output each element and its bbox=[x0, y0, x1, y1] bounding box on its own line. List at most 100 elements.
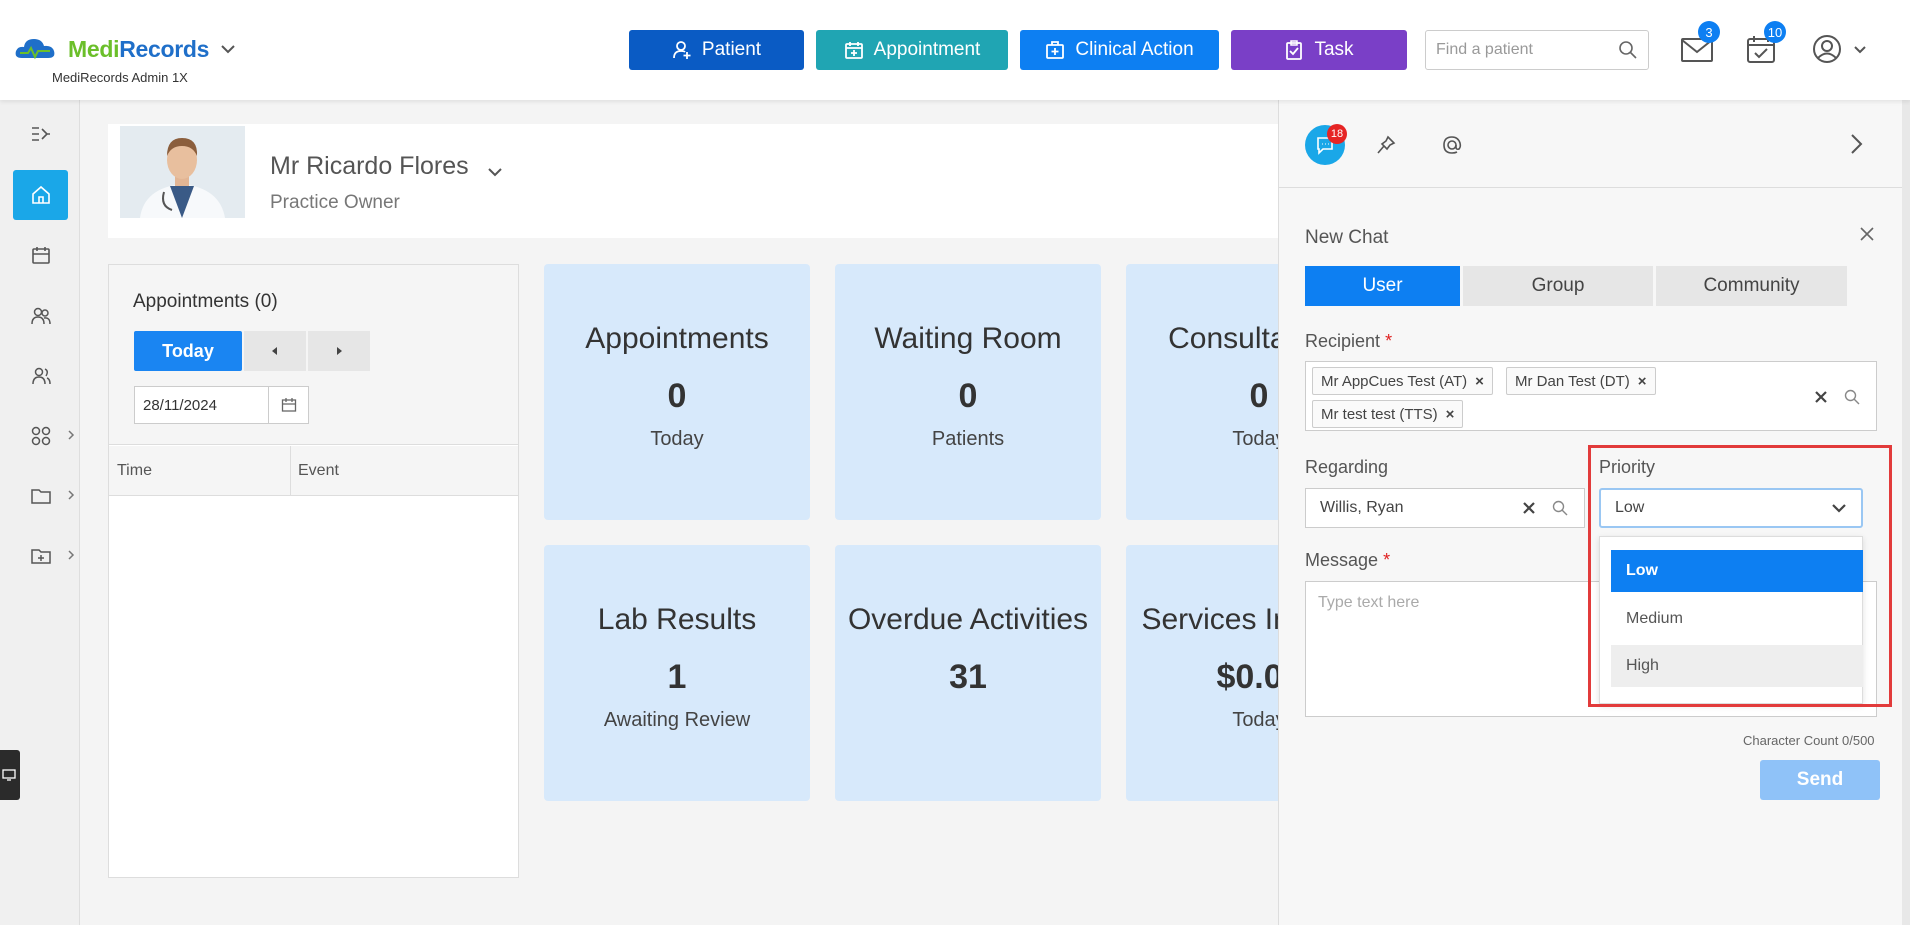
account-menu[interactable] bbox=[1812, 34, 1866, 69]
card-title: Appointments bbox=[585, 322, 769, 355]
home-icon bbox=[31, 185, 50, 204]
logo[interactable]: MediRecords bbox=[14, 34, 235, 64]
monitor-icon bbox=[2, 769, 16, 781]
priority-option-high[interactable]: High bbox=[1611, 645, 1863, 687]
priority-option-low[interactable]: Low bbox=[1611, 550, 1863, 592]
priority-highlight-box bbox=[1588, 445, 1892, 707]
new-chat-title: New Chat bbox=[1305, 227, 1389, 248]
logo-records: Records bbox=[119, 35, 210, 62]
date-picker-button[interactable] bbox=[268, 387, 308, 423]
appointment-button[interactable]: Appointment bbox=[816, 30, 1008, 70]
card-title: Lab Results bbox=[597, 603, 757, 636]
apps-icon bbox=[31, 426, 50, 446]
search-icon[interactable] bbox=[1844, 389, 1860, 405]
avatar bbox=[120, 126, 245, 218]
card-subtitle: Today bbox=[1232, 428, 1286, 450]
tab-community[interactable]: Community bbox=[1656, 266, 1847, 306]
message-label: Message * bbox=[1305, 550, 1390, 571]
next-day-button[interactable] bbox=[308, 331, 370, 371]
mail-button[interactable]: 3 bbox=[1680, 21, 1720, 69]
calendar-icon bbox=[281, 398, 296, 412]
patient-button[interactable]: Patient bbox=[629, 30, 804, 70]
card-appointments[interactable]: Appointments 0 Today bbox=[544, 264, 810, 520]
chevron-down-icon[interactable] bbox=[221, 44, 235, 54]
tasks-button[interactable]: 10 bbox=[1746, 21, 1786, 69]
sidebar-item-users[interactable] bbox=[13, 351, 68, 401]
appointments-table-header: Time Event bbox=[109, 446, 518, 496]
sidebar-item-home[interactable] bbox=[13, 170, 68, 220]
card-title: Waiting Room bbox=[874, 322, 1062, 355]
help-edge-tab[interactable] bbox=[0, 750, 20, 800]
clear-icon[interactable] bbox=[1522, 501, 1536, 515]
recipient-label-text: Recipient bbox=[1305, 331, 1381, 351]
tab-group[interactable]: Group bbox=[1463, 266, 1653, 306]
recipient-field[interactable]: Mr AppCues Test (AT) × Mr Dan Test (DT) × … bbox=[1305, 361, 1877, 431]
app-header: MediRecords MediRecords Admin 1X Patient… bbox=[0, 0, 1910, 100]
chevron-down-icon[interactable] bbox=[488, 167, 502, 177]
profile-name: Mr Ricardo Flores bbox=[270, 152, 469, 180]
appointments-toolbar: Appointments (0) Today 28/11/2024 bbox=[109, 265, 518, 445]
mention-icon[interactable] bbox=[1441, 134, 1463, 156]
send-button[interactable]: Send bbox=[1760, 760, 1880, 800]
remove-chip-icon[interactable]: × bbox=[1475, 372, 1484, 390]
date-value: 28/11/2024 bbox=[143, 396, 217, 414]
appointments-panel: Appointments (0) Today 28/11/2024 Time E… bbox=[108, 264, 519, 878]
task-button[interactable]: Task bbox=[1231, 30, 1407, 70]
card-subtitle: Today bbox=[1232, 709, 1286, 731]
column-time: Time bbox=[117, 462, 152, 479]
recipient-label: Recipient * bbox=[1305, 331, 1392, 352]
chat-panel: 18 New Chat User Group Community Recipie… bbox=[1278, 100, 1910, 925]
caret-left-icon bbox=[272, 347, 277, 355]
medical-kit-icon bbox=[1046, 41, 1065, 59]
chevron-down-icon bbox=[1854, 46, 1866, 54]
card-value: 1 bbox=[667, 658, 687, 696]
priority-option-medium[interactable]: Medium bbox=[1626, 610, 1683, 627]
today-button[interactable]: Today bbox=[134, 331, 242, 371]
priority-label: Priority bbox=[1599, 457, 1656, 477]
regarding-label: Regarding bbox=[1305, 457, 1389, 477]
page-scrollbar[interactable] bbox=[1902, 0, 1910, 925]
date-field[interactable]: 28/11/2024 bbox=[134, 386, 309, 424]
card-waiting-room[interactable]: Waiting Room 0 Patients bbox=[835, 264, 1101, 520]
patient-search-input[interactable] bbox=[1426, 31, 1606, 69]
priority-select[interactable]: Low bbox=[1599, 488, 1863, 528]
card-value: 0 bbox=[1249, 377, 1269, 415]
recipient-chip-label: Mr Dan Test (DT) bbox=[1515, 372, 1630, 390]
remove-chip-icon[interactable]: × bbox=[1637, 372, 1647, 390]
search-icon[interactable] bbox=[1618, 40, 1638, 60]
appointments-title: Appointments (0) bbox=[133, 291, 278, 312]
regarding-field[interactable]: Willis, Ryan bbox=[1305, 488, 1585, 528]
sidebar-item-calendar[interactable] bbox=[13, 230, 68, 280]
remove-chip-icon[interactable]: × bbox=[1445, 405, 1455, 423]
patient-button-label: Patient bbox=[701, 39, 762, 60]
chevron-right-icon[interactable] bbox=[1849, 133, 1863, 155]
sidebar-item-patients[interactable] bbox=[13, 291, 68, 341]
sidebar-item-apps[interactable] bbox=[13, 411, 75, 461]
previous-day-button[interactable] bbox=[244, 331, 306, 371]
clinical-action-button[interactable]: Clinical Action bbox=[1020, 30, 1219, 70]
calendar-add-icon bbox=[844, 42, 863, 59]
org-subtitle: MediRecords Admin 1X bbox=[52, 70, 188, 85]
close-icon[interactable] bbox=[1859, 226, 1875, 242]
card-value: 0 bbox=[667, 377, 687, 415]
card-lab-results[interactable]: Lab Results 1 Awaiting Review bbox=[544, 545, 810, 801]
sidebar-item-folder-add[interactable] bbox=[13, 531, 75, 581]
expand-menu-icon bbox=[31, 127, 50, 141]
add-patient-icon bbox=[673, 41, 691, 59]
pin-icon[interactable] bbox=[1375, 134, 1397, 156]
tasks-badge: 10 bbox=[1764, 21, 1786, 43]
user-circle-icon bbox=[1813, 35, 1841, 63]
search-icon[interactable] bbox=[1552, 500, 1568, 516]
sidebar-item-folder[interactable] bbox=[13, 471, 75, 521]
patients-icon bbox=[30, 307, 51, 325]
profile-header: Mr Ricardo Flores Practice Owner bbox=[108, 124, 1278, 238]
card-overdue-activities[interactable]: Overdue Activities 31 bbox=[835, 545, 1101, 801]
recipient-chip: Mr Dan Test (DT) × bbox=[1506, 367, 1656, 395]
clinical-action-button-label: Clinical Action bbox=[1075, 39, 1194, 60]
clear-icon[interactable] bbox=[1814, 390, 1828, 404]
card-subtitle: Awaiting Review bbox=[603, 709, 751, 731]
sidebar-expand[interactable] bbox=[13, 109, 68, 159]
column-divider bbox=[290, 446, 291, 496]
card-value: 0 bbox=[958, 377, 978, 415]
tab-user[interactable]: User bbox=[1305, 266, 1460, 306]
